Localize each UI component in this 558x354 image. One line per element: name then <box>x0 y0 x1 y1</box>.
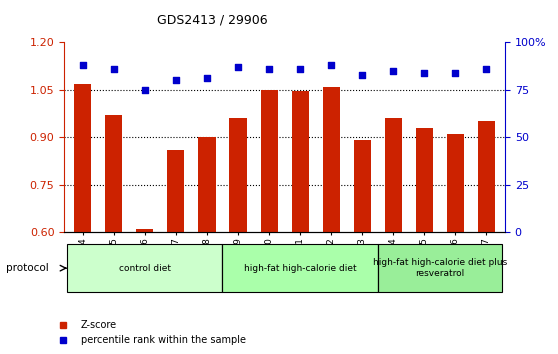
Text: control diet: control diet <box>119 264 171 273</box>
Bar <box>416 128 433 232</box>
Bar <box>447 134 464 232</box>
Point <box>203 76 211 81</box>
Point <box>264 66 273 72</box>
Bar <box>292 91 309 232</box>
Bar <box>136 229 153 232</box>
Bar <box>261 90 277 232</box>
Text: high-fat high-calorie diet plus
resveratrol: high-fat high-calorie diet plus resverat… <box>373 258 507 278</box>
Bar <box>229 118 247 232</box>
Point <box>482 66 491 72</box>
Bar <box>354 140 371 232</box>
Point <box>109 66 118 72</box>
Point <box>234 64 243 70</box>
Point <box>389 68 398 74</box>
Text: protocol: protocol <box>6 263 49 273</box>
Bar <box>167 150 185 232</box>
Bar <box>223 244 378 292</box>
Bar <box>323 87 340 232</box>
Point <box>326 62 335 68</box>
Point <box>171 78 180 83</box>
Bar <box>384 118 402 232</box>
Bar <box>105 115 122 232</box>
Point <box>420 70 429 76</box>
Point <box>296 66 305 72</box>
Text: high-fat high-calorie diet: high-fat high-calorie diet <box>244 264 357 273</box>
Bar <box>478 121 495 232</box>
Text: GDS2413 / 29906: GDS2413 / 29906 <box>157 13 267 27</box>
Point <box>78 62 87 68</box>
Bar <box>378 244 502 292</box>
Bar <box>199 137 215 232</box>
Point <box>451 70 460 76</box>
Point <box>358 72 367 78</box>
Point <box>141 87 150 93</box>
Legend: Z-score, percentile rank within the sample: Z-score, percentile rank within the samp… <box>50 316 249 349</box>
Bar <box>74 84 92 232</box>
Bar <box>68 244 223 292</box>
